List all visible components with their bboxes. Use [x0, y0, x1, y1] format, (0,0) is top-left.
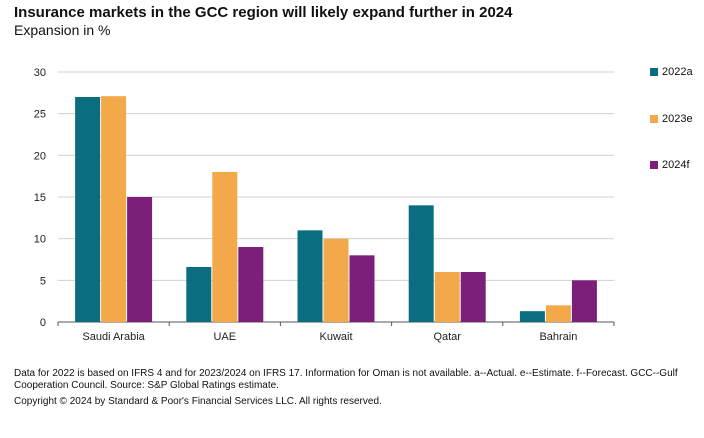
chart-title: Insurance markets in the GCC region will… [14, 4, 513, 21]
y-tick-label: 30 [34, 67, 46, 79]
copyright: Copyright © 2024 by Standard & Poor's Fi… [14, 396, 382, 407]
footnote: Data for 2022 is based on IFRS 4 and for… [14, 368, 678, 391]
y-tick-label: 5 [40, 275, 46, 287]
bar [127, 197, 153, 322]
legend-swatch [650, 115, 658, 123]
y-tick-label: 20 [34, 150, 46, 162]
bar [349, 255, 375, 322]
legend-item: 2024f [650, 159, 690, 171]
legend-item: 2022a [650, 66, 693, 78]
y-tick-label: 15 [34, 192, 46, 204]
bar [101, 96, 127, 323]
bar [519, 311, 545, 322]
bar [323, 238, 349, 322]
y-tick-label: 10 [34, 234, 46, 246]
y-tick-label: 0 [40, 317, 46, 329]
legend-swatch [650, 161, 658, 169]
x-tick-label: Qatar [433, 331, 461, 343]
bar [212, 172, 238, 322]
bar [434, 272, 460, 322]
bar [460, 272, 486, 322]
legend-label: 2024f [662, 159, 690, 171]
bar [238, 247, 264, 322]
x-tick-label: Bahrain [539, 331, 577, 343]
bar [408, 205, 434, 322]
x-tick-label: UAE [213, 331, 236, 343]
bar [571, 280, 597, 322]
bar [186, 267, 212, 322]
bar [75, 97, 101, 322]
y-tick-label: 25 [34, 109, 46, 121]
x-tick-label: Kuwait [319, 331, 352, 343]
bar [297, 230, 323, 322]
bar [545, 305, 571, 322]
legend-swatch [650, 68, 658, 76]
legend-label: 2022a [662, 66, 693, 78]
chart-subtitle: Expansion in % [14, 22, 111, 38]
x-tick-label: Saudi Arabia [82, 331, 145, 343]
legend-label: 2023e [662, 113, 693, 125]
legend-item: 2023e [650, 113, 693, 125]
